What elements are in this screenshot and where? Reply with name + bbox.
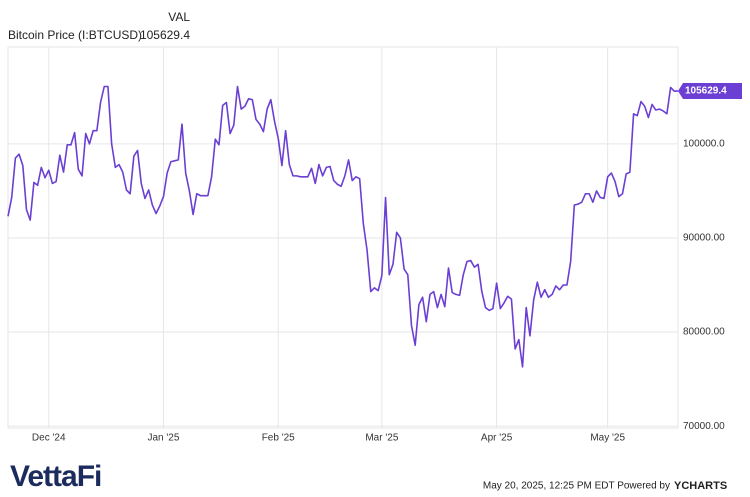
brand-logo: VettaFi <box>10 460 101 493</box>
provider-logo: YCHARTS <box>674 480 727 492</box>
timestamp: May 20, 2025, 12:25 PM EDT Powered by <box>483 481 670 492</box>
y-tick-label: 80000.00 <box>683 327 725 338</box>
y-tick-label: 90000.00 <box>683 233 725 244</box>
x-tick-label: Feb '25 <box>262 433 295 444</box>
x-tick-label: Jan '25 <box>148 433 180 444</box>
price-line <box>7 85 679 368</box>
x-tick-label: Apr '25 <box>481 433 513 444</box>
last-value-label: 105629.4 <box>685 86 727 97</box>
series-label: Bitcoin Price (I:BTCUSD) <box>8 28 142 42</box>
x-tick-label: May '25 <box>590 433 625 444</box>
chart-title: VAL <box>168 10 190 24</box>
plot-area: 70000.00 80000.00 90000.00 100000.0 Dec '24 J… <box>7 46 725 444</box>
y-tick-label: 100000.0 <box>683 139 725 150</box>
y-tick-label: 70000.00 <box>683 421 725 432</box>
x-tick-label: Dec '24 <box>32 433 66 444</box>
last-value: 105629.4 <box>140 28 190 42</box>
last-value-flag <box>678 82 742 99</box>
x-tick-label: Mar '25 <box>365 433 398 444</box>
